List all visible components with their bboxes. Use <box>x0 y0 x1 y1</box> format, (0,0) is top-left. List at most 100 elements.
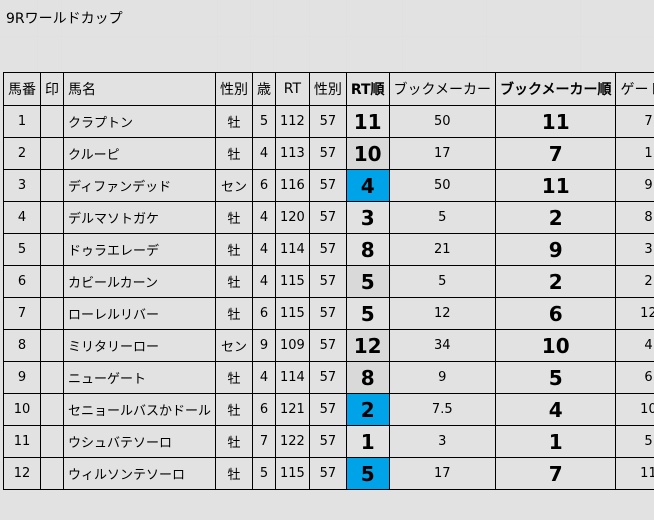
cell-sex[interactable]: 牡 <box>215 393 254 426</box>
header-weight[interactable]: 性別 <box>308 72 347 106</box>
cell-bookmaker[interactable]: 9 <box>388 361 497 394</box>
cell-age[interactable]: 7 <box>252 425 277 458</box>
cell-number[interactable]: 9 <box>3 361 41 394</box>
cell-number[interactable]: 5 <box>3 233 41 266</box>
cell-sex[interactable]: 牡 <box>215 361 254 394</box>
cell-rt[interactable]: 115 <box>275 265 310 298</box>
header-horse-name[interactable]: 馬名 <box>62 72 217 106</box>
header-rt[interactable]: RT <box>275 72 310 106</box>
cell-rt-rank[interactable]: 1 <box>345 425 390 458</box>
cell-rt[interactable]: 114 <box>275 361 310 394</box>
cell-mark[interactable] <box>40 361 64 394</box>
cell-rt[interactable]: 122 <box>275 425 310 458</box>
cell-bookmaker[interactable]: 5 <box>388 201 497 234</box>
cell-horse-name[interactable]: デルマソトガケ <box>62 201 217 234</box>
cell-rt-rank[interactable]: 11 <box>345 105 390 138</box>
cell-rt[interactable]: 113 <box>275 137 310 170</box>
cell-rt-rank[interactable]: 4 <box>345 169 390 202</box>
cell-bookmaker-rank[interactable]: 4 <box>494 393 617 426</box>
cell-horse-name[interactable]: ウシュバテソーロ <box>62 425 217 458</box>
sheet-title-cell[interactable]: 9Rワールドカップ <box>6 11 123 27</box>
cell-gate[interactable]: 4 <box>615 329 654 362</box>
cell-horse-name[interactable]: カビールカーン <box>62 265 217 298</box>
cell-mark[interactable] <box>40 265 64 298</box>
cell-mark[interactable] <box>40 425 64 458</box>
cell-rt-rank[interactable]: 12 <box>345 329 390 362</box>
cell-number[interactable]: 7 <box>3 297 41 330</box>
cell-sex[interactable]: 牡 <box>215 265 254 298</box>
cell-rt-rank[interactable]: 2 <box>345 393 390 426</box>
header-sex[interactable]: 性別 <box>215 72 254 106</box>
cell-gate[interactable]: 12 <box>615 297 654 330</box>
header-bookmaker[interactable]: ブックメーカー <box>388 72 497 106</box>
cell-rt[interactable]: 114 <box>275 233 310 266</box>
cell-mark[interactable] <box>40 169 64 202</box>
cell-gate[interactable]: 9 <box>615 169 654 202</box>
cell-sex[interactable]: 牡 <box>215 297 254 330</box>
cell-bookmaker-rank[interactable]: 5 <box>494 361 617 394</box>
cell-bookmaker-rank[interactable]: 9 <box>494 233 617 266</box>
cell-bookmaker[interactable]: 21 <box>388 233 497 266</box>
cell-number[interactable]: 4 <box>3 201 41 234</box>
cell-mark[interactable] <box>40 457 64 490</box>
cell-rt[interactable]: 112 <box>275 105 310 138</box>
cell-bookmaker[interactable]: 34 <box>388 329 497 362</box>
cell-rt[interactable]: 115 <box>275 457 310 490</box>
cell-number[interactable]: 8 <box>3 329 41 362</box>
cell-horse-name[interactable]: ニューゲート <box>62 361 217 394</box>
header-number[interactable]: 馬番 <box>3 72 41 106</box>
cell-number[interactable]: 3 <box>3 169 41 202</box>
cell-rt-rank[interactable]: 10 <box>345 137 390 170</box>
cell-bookmaker-rank[interactable]: 2 <box>494 201 617 234</box>
cell-bookmaker[interactable]: 50 <box>388 105 497 138</box>
header-gate[interactable]: ゲート番 <box>615 72 654 106</box>
cell-weight[interactable]: 57 <box>308 425 347 458</box>
cell-horse-name[interactable]: ウィルソンテソーロ <box>62 457 217 490</box>
header-rt-rank[interactable]: RT順 <box>345 72 390 106</box>
cell-sex[interactable]: 牡 <box>215 457 254 490</box>
cell-bookmaker-rank[interactable]: 11 <box>494 105 617 138</box>
cell-mark[interactable] <box>40 297 64 330</box>
cell-rt[interactable]: 109 <box>275 329 310 362</box>
cell-rt-rank[interactable]: 5 <box>345 265 390 298</box>
cell-bookmaker[interactable]: 7.5 <box>388 393 497 426</box>
cell-age[interactable]: 5 <box>252 457 277 490</box>
cell-weight[interactable]: 57 <box>308 329 347 362</box>
cell-number[interactable]: 6 <box>3 265 41 298</box>
cell-gate[interactable]: 3 <box>615 233 654 266</box>
cell-mark[interactable] <box>40 233 64 266</box>
cell-bookmaker-rank[interactable]: 2 <box>494 265 617 298</box>
cell-sex[interactable]: セン <box>215 169 254 202</box>
cell-age[interactable]: 4 <box>252 233 277 266</box>
cell-rt[interactable]: 115 <box>275 297 310 330</box>
cell-rt-rank[interactable]: 8 <box>345 233 390 266</box>
cell-weight[interactable]: 57 <box>308 265 347 298</box>
cell-rt-rank[interactable]: 8 <box>345 361 390 394</box>
cell-number[interactable]: 1 <box>3 105 41 138</box>
cell-bookmaker-rank[interactable]: 1 <box>494 425 617 458</box>
cell-gate[interactable]: 10 <box>615 393 654 426</box>
cell-sex[interactable]: 牡 <box>215 137 254 170</box>
cell-horse-name[interactable]: ドゥラエレーデ <box>62 233 217 266</box>
cell-weight[interactable]: 57 <box>308 233 347 266</box>
cell-bookmaker[interactable]: 50 <box>388 169 497 202</box>
cell-weight[interactable]: 57 <box>308 201 347 234</box>
cell-horse-name[interactable]: ローレルリバー <box>62 297 217 330</box>
cell-bookmaker[interactable]: 17 <box>388 457 497 490</box>
cell-bookmaker[interactable]: 12 <box>388 297 497 330</box>
cell-number[interactable]: 10 <box>3 393 41 426</box>
cell-horse-name[interactable]: ディファンデッド <box>62 169 217 202</box>
cell-weight[interactable]: 57 <box>308 105 347 138</box>
cell-sex[interactable]: 牡 <box>215 105 254 138</box>
cell-age[interactable]: 6 <box>252 169 277 202</box>
cell-bookmaker-rank[interactable]: 6 <box>494 297 617 330</box>
cell-age[interactable]: 5 <box>252 105 277 138</box>
cell-bookmaker-rank[interactable]: 7 <box>494 457 617 490</box>
cell-gate[interactable]: 5 <box>615 425 654 458</box>
cell-age[interactable]: 4 <box>252 265 277 298</box>
cell-mark[interactable] <box>40 393 64 426</box>
cell-gate[interactable]: 11 <box>615 457 654 490</box>
cell-number[interactable]: 11 <box>3 425 41 458</box>
cell-rt-rank[interactable]: 5 <box>345 297 390 330</box>
cell-horse-name[interactable]: クルーピ <box>62 137 217 170</box>
